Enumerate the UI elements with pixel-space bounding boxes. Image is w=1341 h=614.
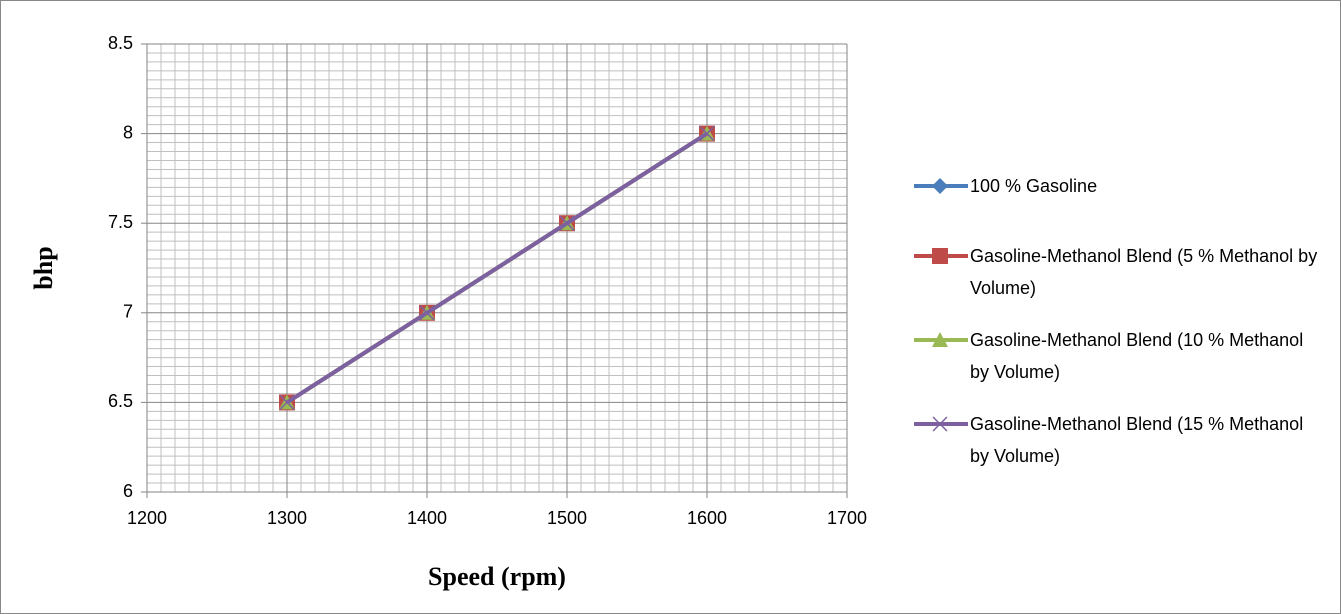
marker — [932, 416, 948, 432]
series-line — [285, 131, 709, 405]
legend-swatch — [914, 416, 968, 432]
marker — [932, 178, 948, 194]
legend-label: Gasoline-Methanol Blend (15 % Methanol b… — [970, 414, 1304, 466]
marker — [699, 126, 715, 142]
legend-label: Gasoline-Methanol Blend (5 % Methanol by… — [970, 246, 1318, 298]
x-tick-label: 1600 — [687, 508, 727, 528]
x-tick-label: 1200 — [127, 508, 167, 528]
legend-item: 100 % Gasoline — [912, 170, 1325, 202]
legend-swatch — [914, 178, 968, 194]
x-axis-title: Speed (rpm) — [428, 562, 566, 591]
y-tick-label: 6 — [123, 481, 133, 501]
marker — [279, 394, 295, 410]
y-tick-label: 7.5 — [108, 212, 133, 232]
y-axis-title: bhp — [29, 246, 58, 289]
y-tick-label: 8.5 — [108, 33, 133, 53]
legend-item: Gasoline-Methanol Blend (10 % Methanol b… — [912, 324, 1325, 388]
y-tick-label: 6.5 — [108, 391, 133, 411]
legend-label: 100 % Gasoline — [970, 176, 1098, 196]
legend-item: Gasoline-Methanol Blend (15 % Methanol b… — [912, 408, 1325, 472]
legend-label: Gasoline-Methanol Blend (10 % Methanol b… — [970, 330, 1304, 382]
x-tick-label: 1400 — [407, 508, 447, 528]
y-tick-label: 8 — [123, 122, 133, 142]
x-tick-label: 1300 — [267, 508, 307, 528]
marker — [932, 248, 948, 264]
y-tick-label: 7 — [123, 302, 133, 322]
marker — [419, 305, 435, 321]
legend-swatch — [914, 248, 968, 264]
marker — [932, 332, 948, 347]
x-tick-label: 1500 — [547, 508, 587, 528]
legend-swatch — [914, 332, 968, 347]
marker — [559, 215, 575, 231]
legend-item: Gasoline-Methanol Blend (5 % Methanol by… — [912, 240, 1325, 304]
x-tick-label: 1700 — [827, 508, 867, 528]
